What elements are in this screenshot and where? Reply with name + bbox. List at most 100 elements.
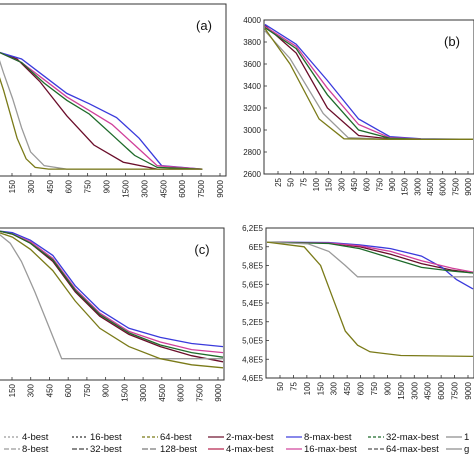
series-line-64-best [266,241,473,278]
x-tick-label: 3000 [139,383,148,401]
x-tick-label: 750 [83,383,92,397]
legend-label: 128-best [160,444,197,455]
x-tick-label: 450 [46,179,55,193]
x-tick-label: 600 [357,381,366,395]
x-tick-label: 7500 [197,179,206,197]
x-tick-label: 750 [375,177,384,191]
series-line-4-best [266,241,474,358]
x-tick-label: 150 [316,381,325,395]
y-tick-label: 3600 [243,60,261,69]
legend-item: 16-max-best [286,444,357,455]
x-tick-label: 4500 [159,179,168,197]
series-line-4-best [0,232,224,369]
panel-d: 4,6E5 4,8E5 5,0E5 5,2E5 5,4E5 5,6E5 5,8E5 6E5 6,… [242,224,474,400]
legend-item: 1 [446,432,469,443]
legend-label: 4-max-best [226,444,274,455]
x-tick-label: 100 [303,381,312,395]
y-tick-label: 2800 [243,148,261,157]
x-tick-label: 7500 [451,381,460,399]
series-line-64-best [0,234,223,360]
legend-item: 128-best [142,444,197,455]
legend-label: 4-best [22,432,49,443]
legend-item: 4-best [4,432,49,443]
y-tick-label: 3400 [243,82,261,91]
x-tick-label: 6000 [178,179,187,197]
legend-label: 32-best [90,444,122,455]
y-tick-label: 6E5 [249,243,264,252]
x-tick-label: 9000 [214,383,223,401]
x-tick-label: 150 [325,177,334,191]
series-line-4-best [264,28,473,140]
x-tick-label: 7500 [195,383,204,401]
x-tick-label: 3000 [140,179,149,197]
legend-item: g [446,444,469,455]
legend-label: 8-best [22,444,49,455]
series-line-8-max-best [0,230,224,354]
y-tick-label: 4,6E5 [242,374,263,383]
x-tick-label: 25 [274,177,283,186]
x-tick-label: 600 [64,383,73,397]
y-tick-label: 6,2E5 [242,224,263,233]
x-tick-label: 300 [27,383,36,397]
y-tick-label: 3000 [243,126,261,135]
legend-label: 64-best [160,432,192,443]
legend-item: 16-best [72,432,122,443]
legend-label: g [464,444,469,455]
x-tick-label: 300 [337,177,346,191]
panel-label: (a) [196,18,212,33]
x-tick-label: 50 [276,381,285,390]
legend-item: 8-best [4,444,49,455]
x-tick-label: 450 [343,381,352,395]
y-tick-label: 3800 [243,38,261,47]
x-tick-label: 75 [299,177,308,186]
legend-label: 8-max-best [304,432,352,443]
x-tick-label: 3000 [413,177,422,195]
panel-label: (c) [194,242,209,257]
y-tick-label: 3200 [243,104,261,113]
legend-label: 16-best [90,432,122,443]
y-tick-label: 5,2E5 [242,318,263,327]
x-tick-label: 450 [350,177,359,191]
legend-item: 32-best [72,444,122,455]
x-tick-label: 750 [84,179,93,193]
legend-item: 64-max-best [368,444,439,455]
x-tick-label: 600 [65,179,74,193]
plot-area [265,227,474,379]
series-line-4-max-best [0,51,203,170]
x-tick-label: 4500 [426,177,435,195]
series-line-4-max-best [0,230,224,348]
x-tick-label: 150 [8,179,17,193]
legend-item: 8-max-best [286,432,352,443]
x-tick-label: 300 [27,179,36,193]
panel-a: 150 300 450 600 750 900 1500 3000 4500 6000 7500 90… [0,3,227,198]
legend-item: 2-max-best [208,432,274,443]
x-tick-label: 150 [8,383,17,397]
x-tick-label: 9000 [464,177,473,195]
series-line-8-max-best [0,51,203,170]
plot-area [0,227,225,381]
panel-b: 2600 2800 3000 3200 3400 3600 3800 4000 25 50 75 10… [243,16,474,196]
panel-label: (b) [444,34,460,49]
x-tick-label: 1500 [120,383,129,401]
x-tick-label: 600 [363,177,372,191]
legend-label: 2-max-best [226,432,274,443]
x-tick-label: 9000 [464,381,473,399]
y-tick-label: 5,4E5 [242,299,263,308]
x-tick-label: 900 [102,383,111,397]
x-tick-label: 50 [287,177,296,186]
x-tick-label: 1500 [121,179,130,197]
x-tick-label: 900 [388,177,397,191]
series-line-16-max-best [266,241,474,274]
legend-item: 32-max-best [368,432,439,443]
x-tick-label: 300 [330,381,339,395]
legend-label: 64-max-best [386,444,439,455]
y-tick-label: 5,8E5 [242,262,263,271]
legend-item: 64-best [142,432,192,443]
x-tick-label: 7500 [451,177,460,195]
x-tick-label: 1500 [397,381,406,399]
x-tick-label: 4500 [158,383,167,401]
panel-c: 150 300 450 600 750 900 1500 3000 4500 6000 7500 90… [0,227,225,402]
y-tick-label: 4,8E5 [242,355,263,364]
x-tick-label: 9000 [216,179,225,197]
